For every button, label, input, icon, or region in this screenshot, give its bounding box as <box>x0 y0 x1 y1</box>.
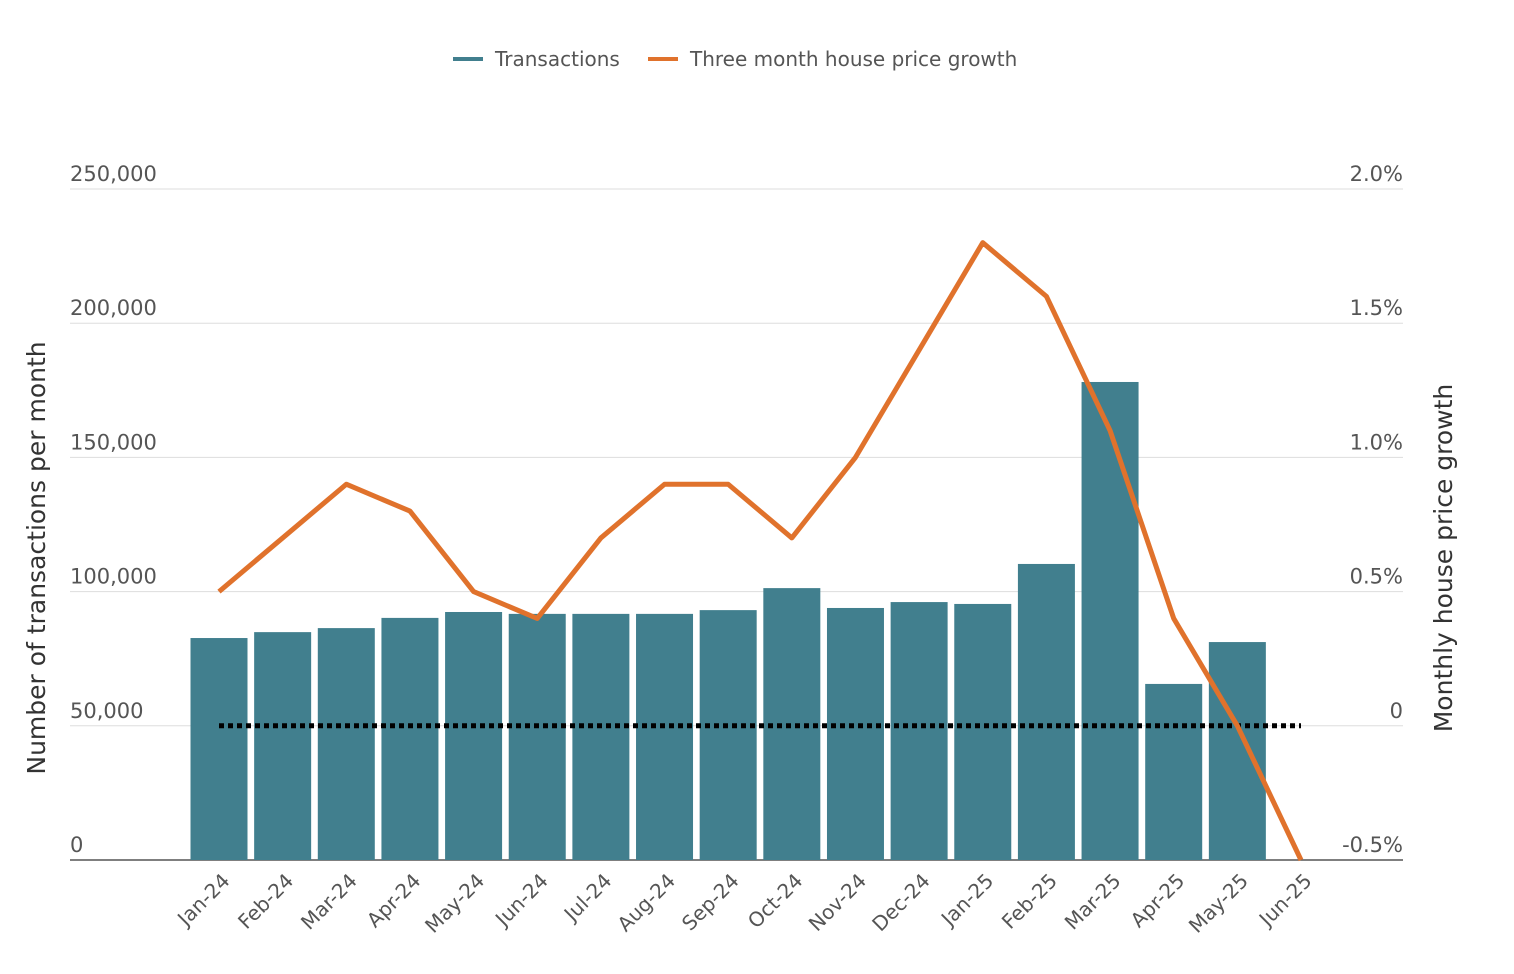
y-tick-label: 50,000 <box>70 699 143 723</box>
bar-Jun-24 <box>509 614 566 860</box>
legend-label-growth: Three month house price growth <box>689 47 1017 71</box>
x-tick-label: May-25 <box>1184 869 1253 938</box>
y-tick-label: 100,000 <box>70 565 157 589</box>
bar-Jan-24 <box>191 638 248 860</box>
x-tick-label: Jan-25 <box>935 869 998 932</box>
y2-tick-label: 1.5% <box>1350 296 1403 320</box>
x-tick-label: May-24 <box>420 869 489 938</box>
bar-May-25 <box>1209 642 1266 860</box>
x-tick-label: Dec-24 <box>867 869 934 936</box>
y2-tick-label: 2.0% <box>1350 162 1403 186</box>
y-tick-label: 150,000 <box>70 430 157 454</box>
bar-Feb-25 <box>1018 564 1075 860</box>
bar-May-24 <box>445 612 502 860</box>
y2-tick-label: 0 <box>1390 699 1403 723</box>
x-tick-label: Jan-24 <box>171 869 234 932</box>
bar-Jul-24 <box>572 614 629 860</box>
x-tick-label: Mar-24 <box>296 869 362 935</box>
x-tick-label: Feb-25 <box>997 869 1062 934</box>
x-tick-label: Nov-24 <box>804 869 871 936</box>
x-tick-label: Jul-24 <box>558 869 617 928</box>
growth-line <box>219 243 1301 860</box>
y-tick-label: 0 <box>70 833 83 857</box>
y2-tick-label: 1.0% <box>1350 430 1403 454</box>
y-axis-label: Number of transactions per month <box>22 341 51 774</box>
x-tick-label: Jun-24 <box>489 869 553 933</box>
x-tick-label: Sep-24 <box>677 869 744 936</box>
bar-Nov-24 <box>827 608 884 860</box>
y-tick-label: 250,000 <box>70 162 157 186</box>
x-tick-label: Oct-24 <box>743 869 808 934</box>
bar-Mar-25 <box>1082 382 1139 860</box>
legend: Transactions Three month house price gro… <box>453 47 1017 71</box>
y2-axis-label: Monthly house price growth <box>1429 384 1458 733</box>
legend-label-transactions: Transactions <box>494 47 620 71</box>
bar-Feb-24 <box>254 632 311 860</box>
y2-tick-label: -0.5% <box>1342 833 1403 857</box>
bar-Aug-24 <box>636 614 693 860</box>
bar-Jan-25 <box>954 604 1011 860</box>
bar-Mar-24 <box>318 628 375 860</box>
bar-Sep-24 <box>700 610 757 860</box>
bar-Dec-24 <box>891 602 948 860</box>
y-tick-label: 200,000 <box>70 296 157 320</box>
x-tick-label: Feb-24 <box>233 869 298 934</box>
x-tick-label: Aug-24 <box>612 869 680 937</box>
x-tick-label: Apr-25 <box>1126 869 1190 933</box>
bar-Apr-25 <box>1145 684 1202 860</box>
bar-Apr-24 <box>381 618 438 860</box>
x-tick-label: Apr-24 <box>362 869 426 933</box>
y2-tick-label: 0.5% <box>1350 565 1403 589</box>
x-tick-label: Jun-25 <box>1253 869 1317 933</box>
x-tick-label: Mar-25 <box>1060 869 1126 935</box>
